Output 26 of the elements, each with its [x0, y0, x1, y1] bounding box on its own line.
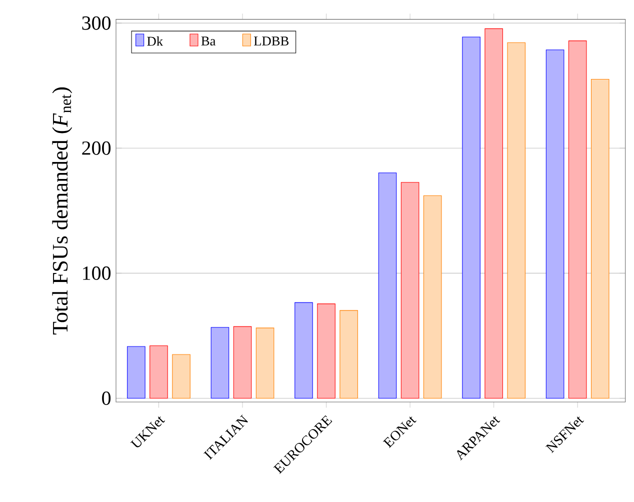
- legend-label: Ba: [201, 36, 216, 46]
- legend-label: Dk: [147, 36, 164, 46]
- bar: [400, 182, 420, 399]
- bar: [590, 78, 610, 399]
- bar: [210, 327, 230, 399]
- bar: [233, 326, 252, 399]
- bar: [568, 40, 587, 399]
- bar: [546, 50, 564, 399]
- bar: [127, 346, 146, 399]
- y-axis-title: Total FSUs demanded (F$_{net}$): [52, 87, 72, 334]
- bar: [317, 304, 336, 399]
- bar: [256, 328, 274, 399]
- bar: [462, 36, 480, 399]
- bar: [150, 345, 168, 399]
- bar: [294, 302, 313, 399]
- bar: [378, 172, 397, 399]
- y-tick-label: 100: [83, 266, 111, 280]
- y-tick-label: 300: [82, 16, 111, 30]
- bar: [423, 195, 442, 399]
- legend-label: LDBB: [254, 36, 288, 46]
- bar: [484, 28, 503, 399]
- y-tick-label: 200: [82, 141, 111, 155]
- bar: [172, 354, 190, 399]
- y-tick-label: 0: [102, 391, 111, 405]
- bar: [340, 310, 358, 399]
- bar: [507, 42, 526, 399]
